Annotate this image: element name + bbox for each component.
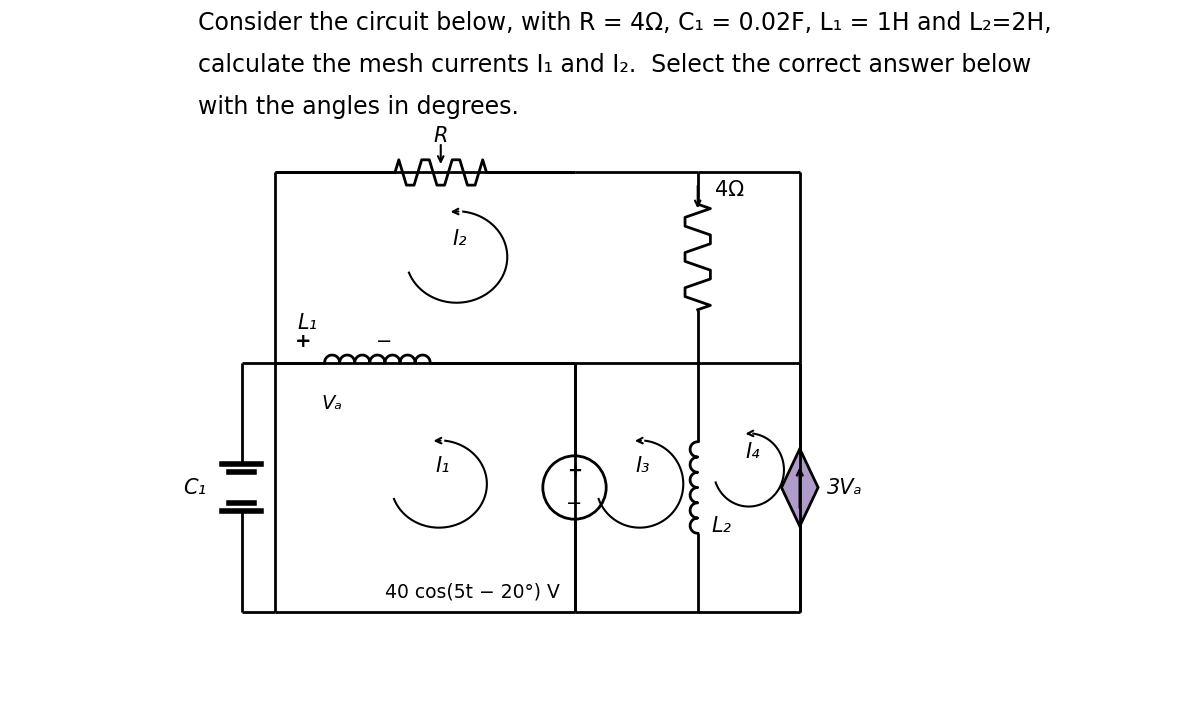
Text: Vₐ: Vₐ: [322, 394, 342, 413]
Polygon shape: [781, 449, 818, 527]
Text: +: +: [568, 462, 582, 480]
Text: +: +: [295, 332, 312, 351]
Text: L₁: L₁: [296, 313, 317, 333]
Text: 3Vₐ: 3Vₐ: [827, 477, 862, 498]
Text: I₃: I₃: [636, 456, 650, 477]
Text: C₁: C₁: [184, 477, 206, 498]
Text: 4Ω: 4Ω: [715, 180, 744, 199]
Text: I₂: I₂: [452, 230, 467, 249]
Text: calculate the mesh currents I₁ and I₂.  Select the correct answer below: calculate the mesh currents I₁ and I₂. S…: [198, 53, 1031, 77]
Text: R: R: [433, 126, 448, 146]
Text: −: −: [377, 332, 392, 351]
Text: Consider the circuit below, with R = 4Ω, C₁ = 0.02F, L₁ = 1H and L₂=2H,: Consider the circuit below, with R = 4Ω,…: [198, 11, 1051, 34]
Text: 40 cos(5t − 20°) V: 40 cos(5t − 20°) V: [385, 583, 560, 602]
Text: with the angles in degrees.: with the angles in degrees.: [198, 95, 518, 119]
Text: −: −: [566, 494, 583, 513]
Text: I₁: I₁: [436, 456, 450, 477]
Text: I₄: I₄: [745, 442, 760, 463]
Text: L₂: L₂: [712, 515, 732, 536]
